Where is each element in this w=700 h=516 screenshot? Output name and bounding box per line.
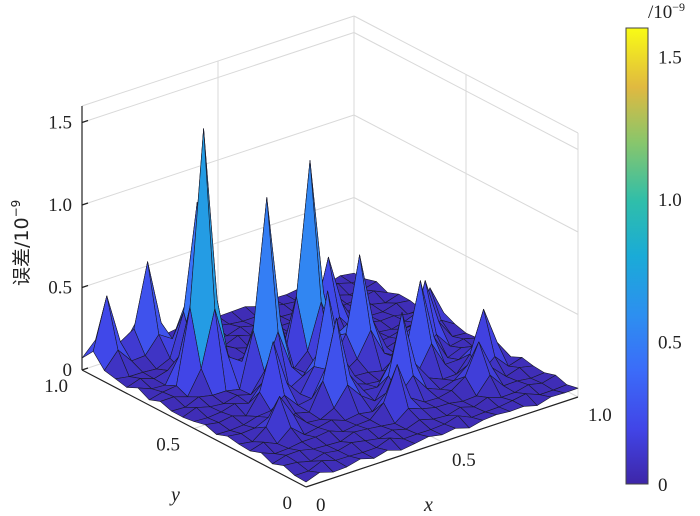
x-tick-label: 0 <box>316 495 326 516</box>
colorbar-gradient <box>625 27 649 485</box>
grid-horizontal-line <box>353 114 579 233</box>
y-axis-label: y <box>169 484 180 506</box>
z-tick-label: 0.5 <box>48 278 72 299</box>
x-axis-line <box>305 396 579 488</box>
z-tick-mark <box>81 119 89 124</box>
colorbar: 0 0.5 1.0 1.5 /10−9 <box>625 0 685 497</box>
colorbar-unit-prefix: /10 <box>648 2 672 23</box>
y-tick-label: 1.0 <box>44 376 68 397</box>
grid-horizontal-line <box>353 32 579 150</box>
grid-horizontal-line <box>353 197 579 315</box>
x-axis-label: x <box>423 494 433 516</box>
surface-patch <box>294 470 320 483</box>
colorbar-ticks: 0 0.5 1.0 1.5 <box>658 48 682 497</box>
colorbar-tick-label: 1.5 <box>658 48 682 69</box>
z-tick-mark <box>81 284 89 289</box>
z-axis-label-text: 误差/10 <box>11 217 33 286</box>
z-tick-mark <box>81 202 89 206</box>
x-tick-labels: 0 0.5 1.0 <box>316 405 612 516</box>
y-tick-label: 0.5 <box>156 435 180 456</box>
error-surface <box>81 128 579 483</box>
z-tick-label: 1.0 <box>48 195 72 216</box>
grid-horizontal-line <box>81 114 355 206</box>
y-axis-line <box>81 369 307 488</box>
z-tick-labels: 0 0.5 1.0 1.5 <box>48 113 72 382</box>
axis-lines <box>81 106 579 488</box>
x-tick-label: 0.5 <box>452 450 476 471</box>
colorbar-tick-label: 1.0 <box>658 190 682 211</box>
svg-text:误差/10−9: 误差/10−9 <box>9 200 33 286</box>
z-tick-mark <box>81 367 89 371</box>
colorbar-tick-label: 0 <box>658 475 668 496</box>
z-axis-label: 误差/10−9 <box>9 200 33 286</box>
axes-grid <box>81 15 579 443</box>
colorbar-tick-label: 0.5 <box>658 333 682 354</box>
z-tick-label: 1.5 <box>48 113 72 134</box>
colorbar-unit-exponent: −9 <box>672 0 685 14</box>
z-tick-label: 0 <box>63 360 73 381</box>
colorbar-unit: /10−9 <box>648 0 685 23</box>
grid-horizontal-line <box>81 32 355 123</box>
x-tick-label: 1.0 <box>588 405 612 426</box>
y-tick-labels: 0 0.5 1.0 <box>44 376 292 514</box>
y-tick-label: 0 <box>283 493 293 514</box>
z-axis-label-exponent: −9 <box>9 200 23 218</box>
